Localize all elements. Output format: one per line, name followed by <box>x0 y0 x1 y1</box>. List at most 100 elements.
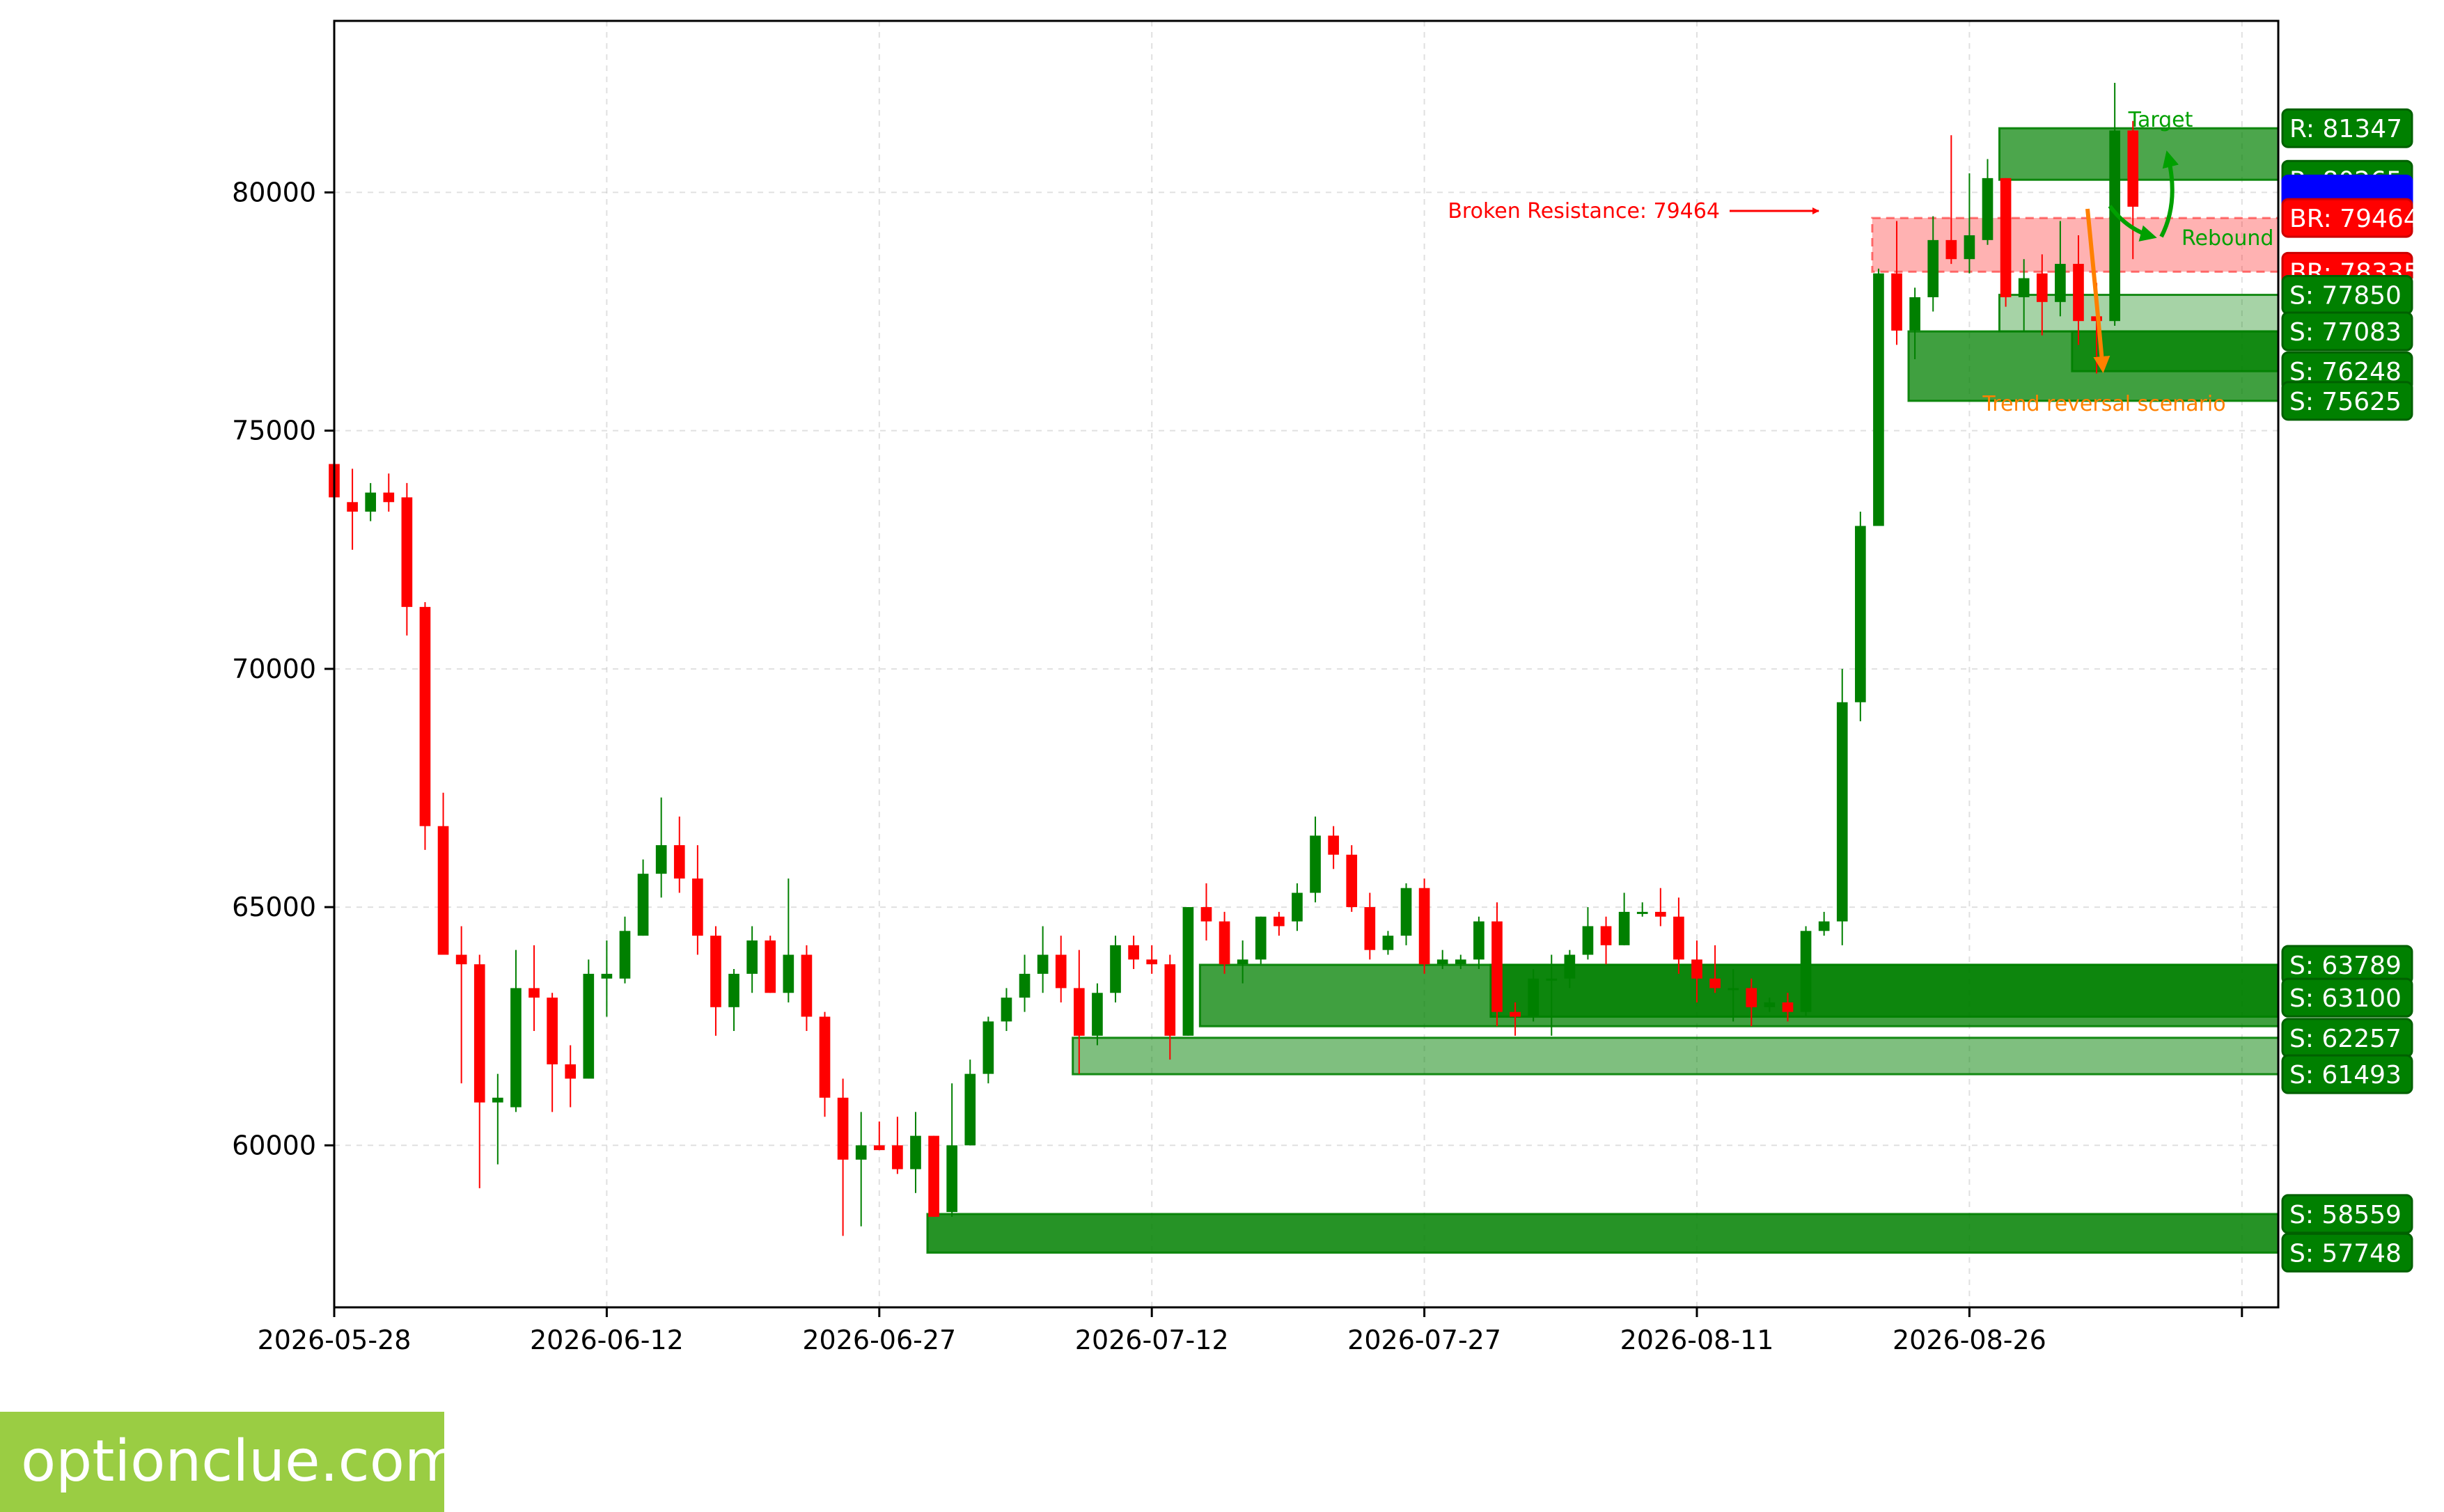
candle-body <box>1782 1002 1794 1012</box>
candle-body <box>528 988 540 998</box>
candle-body <box>1037 954 1049 974</box>
candle-body <box>1546 978 1558 981</box>
candle-body <box>692 879 703 936</box>
candle-body <box>1019 973 1031 998</box>
level-zone <box>1489 963 2280 1018</box>
level-label: S: 76248 <box>2281 351 2413 391</box>
level-label: BR: 79464 <box>2281 198 2420 238</box>
candle-body <box>1128 945 1139 960</box>
candle-body <box>1436 959 1448 965</box>
y-tick-label: 75000 <box>232 416 316 446</box>
candle-body <box>1510 1011 1521 1017</box>
level-label: S: 62257 <box>2281 1018 2413 1058</box>
candle-body <box>1364 907 1376 950</box>
y-tick-label: 80000 <box>232 177 316 207</box>
level-badge <box>2281 108 2413 148</box>
level-badge-text: S: 58559 <box>2289 1201 2402 1229</box>
candle-body <box>1346 854 1358 908</box>
candle-body <box>2109 130 2120 322</box>
candle-body <box>637 874 649 936</box>
candle-body <box>1964 235 1975 260</box>
y-axis: 60000 65000 70000 75000 80000 <box>232 177 334 1160</box>
level-badge <box>2281 198 2413 238</box>
candle-body <box>765 940 776 993</box>
rebound-annotation: Rebound <box>2181 226 2273 251</box>
x-tick-label: 2026-05-28 <box>258 1325 412 1355</box>
level-label: S: 57748 <box>2281 1232 2413 1273</box>
level-badge-text: S: 62257 <box>2289 1025 2402 1053</box>
candle-body <box>1255 916 1267 960</box>
candle-body <box>547 998 558 1064</box>
rebound-arrow <box>2108 205 2157 242</box>
candle-body <box>1182 907 1194 1036</box>
candle-body <box>1491 921 1503 1012</box>
candle-body <box>1945 239 1957 260</box>
level-badge <box>2281 311 2413 352</box>
candle-body <box>928 1135 939 1217</box>
x-tick-label: 2026-06-27 <box>802 1325 956 1355</box>
candle-body <box>1074 988 1085 1036</box>
candle-body <box>710 936 721 1007</box>
candle-body <box>855 1145 867 1160</box>
level-badge-text: S: 75625 <box>2289 388 2402 416</box>
x-tick-label: 2026-07-27 <box>1347 1325 1501 1355</box>
candle-body <box>1382 936 1394 950</box>
candle-body <box>1927 239 1939 297</box>
candle-body <box>565 1064 577 1079</box>
annotations: Broken Resistance: 79464 Target Rebound … <box>1448 108 2273 416</box>
candle-body <box>1092 993 1103 1036</box>
candle-body <box>2055 264 2066 302</box>
candle-body <box>1237 959 1248 965</box>
candle-body <box>801 954 813 1017</box>
candle-body <box>837 1097 849 1160</box>
candle-body <box>1564 954 1576 979</box>
x-tick-label: 2026-06-12 <box>530 1325 684 1355</box>
x-tick-label: 2026-08-26 <box>1893 1325 2046 1355</box>
candle-body <box>473 964 485 1103</box>
level-zone <box>1998 127 2280 181</box>
candle-body <box>1654 911 1666 917</box>
x-tick-label: 2026-08-11 <box>1620 1325 1774 1355</box>
level-badge <box>2281 381 2413 421</box>
trend-reversal-arrow <box>2085 208 2110 373</box>
level-badge-text: BR: 79464 <box>2289 205 2420 233</box>
candle-body <box>1274 916 1285 927</box>
level-label: S: 61493 <box>2281 1054 2413 1094</box>
broken-resistance-annotation: Broken Resistance: 79464 <box>1448 199 1720 223</box>
level-label: S: 77083 <box>2281 311 2413 352</box>
candle-body <box>601 973 613 979</box>
level-label: S: 77850 <box>2281 275 2413 315</box>
level-badge-text: S: 77850 <box>2289 282 2402 310</box>
level-badge <box>2281 1054 2413 1094</box>
candle-body <box>2073 264 2084 322</box>
candle-body <box>1400 888 1412 936</box>
candle-body <box>455 954 467 965</box>
level-label: S: 63100 <box>2281 977 2413 1018</box>
candle-body <box>982 1021 994 1074</box>
candle-body <box>437 826 449 955</box>
target-annotation: Target <box>2128 108 2193 132</box>
candle-body <box>2018 278 2030 297</box>
candle-body <box>819 1016 831 1098</box>
candle-body <box>892 1145 903 1170</box>
candle-body <box>1618 911 1630 945</box>
candle-body <box>746 940 758 974</box>
candles <box>329 82 2139 1236</box>
candle-body <box>1873 273 1884 526</box>
candle-body <box>1418 888 1430 965</box>
level-label: S: 63789 <box>2281 945 2413 985</box>
level-badge-text: R: 81347 <box>2289 115 2402 143</box>
candle-body <box>1001 998 1012 1022</box>
level-zone <box>926 1213 2280 1254</box>
candle-body <box>1818 921 1830 931</box>
candle-body <box>673 845 685 879</box>
level-zone <box>1072 1037 2280 1076</box>
candle-body <box>1528 978 1539 1017</box>
level-badge-text: S: 63100 <box>2289 984 2402 1013</box>
candle-body <box>1891 273 1902 331</box>
level-label: S: 58559 <box>2281 1194 2413 1234</box>
candle-body <box>1200 907 1212 922</box>
candle-body <box>1836 702 1848 922</box>
candle-body <box>2127 130 2139 207</box>
